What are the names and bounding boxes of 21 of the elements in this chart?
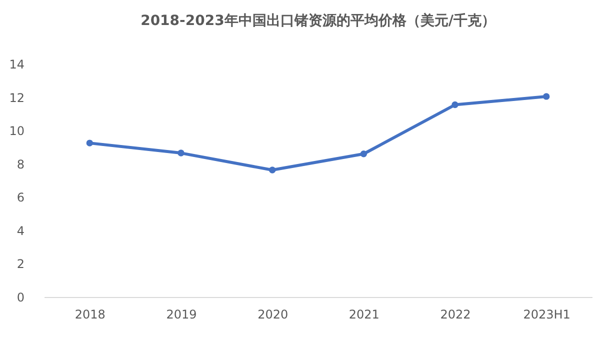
chart-title: 2018-2023年中国出口锗资源的平均价格（美元/千克） bbox=[140, 12, 496, 29]
y-tick-label: 12 bbox=[9, 90, 24, 105]
x-tick-label: 2018 bbox=[74, 308, 106, 322]
y-tick-label: 4 bbox=[16, 224, 24, 238]
x-tick-label: 2021 bbox=[348, 308, 380, 322]
point bbox=[452, 101, 458, 108]
point bbox=[178, 150, 184, 156]
point bbox=[542, 93, 550, 100]
x-tick-label: 2022 bbox=[440, 308, 471, 322]
y-tick-label: 2 bbox=[16, 257, 24, 272]
y-tick-label: 10 bbox=[9, 124, 24, 138]
y-tick-label: 14 bbox=[9, 58, 24, 72]
x-tick-label: 2023H1 bbox=[523, 308, 570, 322]
y-tick-label: 6 bbox=[16, 190, 24, 205]
point bbox=[360, 150, 368, 158]
point bbox=[268, 166, 276, 174]
point bbox=[86, 140, 94, 146]
x-tick-label: 2020 bbox=[258, 308, 288, 322]
y-tick-label: 8 bbox=[16, 157, 24, 172]
y-tick-label: 0 bbox=[16, 290, 24, 304]
x-tick-label: 2019 bbox=[166, 308, 197, 322]
